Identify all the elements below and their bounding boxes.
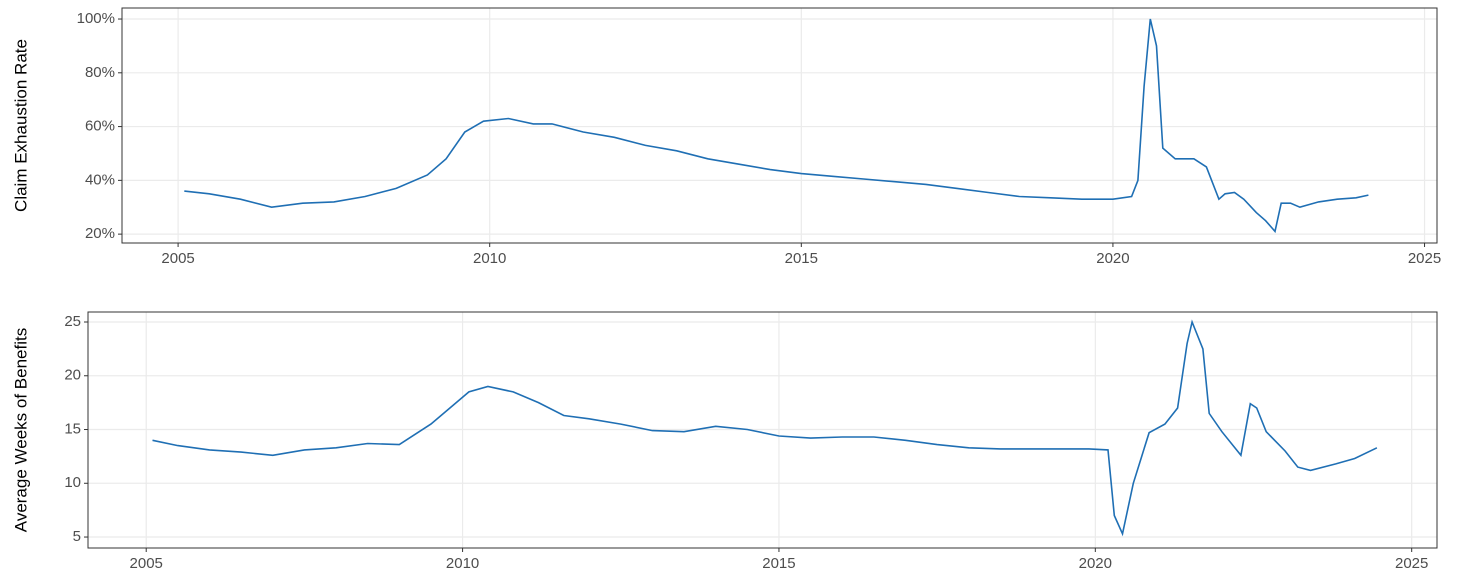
- x-tick-label: 2015: [762, 555, 795, 572]
- y-tick-label: 10: [64, 474, 81, 491]
- x-tick-label: 2005: [130, 555, 163, 572]
- y-tick-label: 100%: [77, 10, 115, 27]
- x-tick-label: 2010: [446, 555, 479, 572]
- y-tick-label: 20: [64, 367, 81, 384]
- x-tick-label: 2020: [1096, 250, 1129, 267]
- plot-border: [87, 311, 1438, 549]
- x-tick-label: 2025: [1395, 555, 1428, 572]
- y-tick-label: 60%: [85, 118, 115, 135]
- y-axis-label: Claim Exhaustion Rate: [11, 39, 30, 212]
- y-tick-label: 15: [64, 420, 81, 437]
- plot-border: [121, 7, 1438, 244]
- data-line: [152, 319, 1378, 537]
- y-axis-label: Average Weeks of Benefits: [11, 328, 30, 532]
- x-tick-label: 2020: [1079, 555, 1112, 572]
- x-tick-label: 2025: [1408, 250, 1441, 267]
- data-line: [184, 18, 1369, 234]
- x-tick-label: 2015: [785, 250, 818, 267]
- x-tick-label: 2005: [161, 250, 194, 267]
- y-tick-label: 5: [73, 528, 81, 545]
- y-tick-label: 40%: [85, 171, 115, 188]
- x-tick-label: 2010: [473, 250, 506, 267]
- y-tick-label: 80%: [85, 64, 115, 81]
- y-tick-label: 20%: [85, 225, 115, 242]
- y-tick-label: 25: [64, 313, 81, 330]
